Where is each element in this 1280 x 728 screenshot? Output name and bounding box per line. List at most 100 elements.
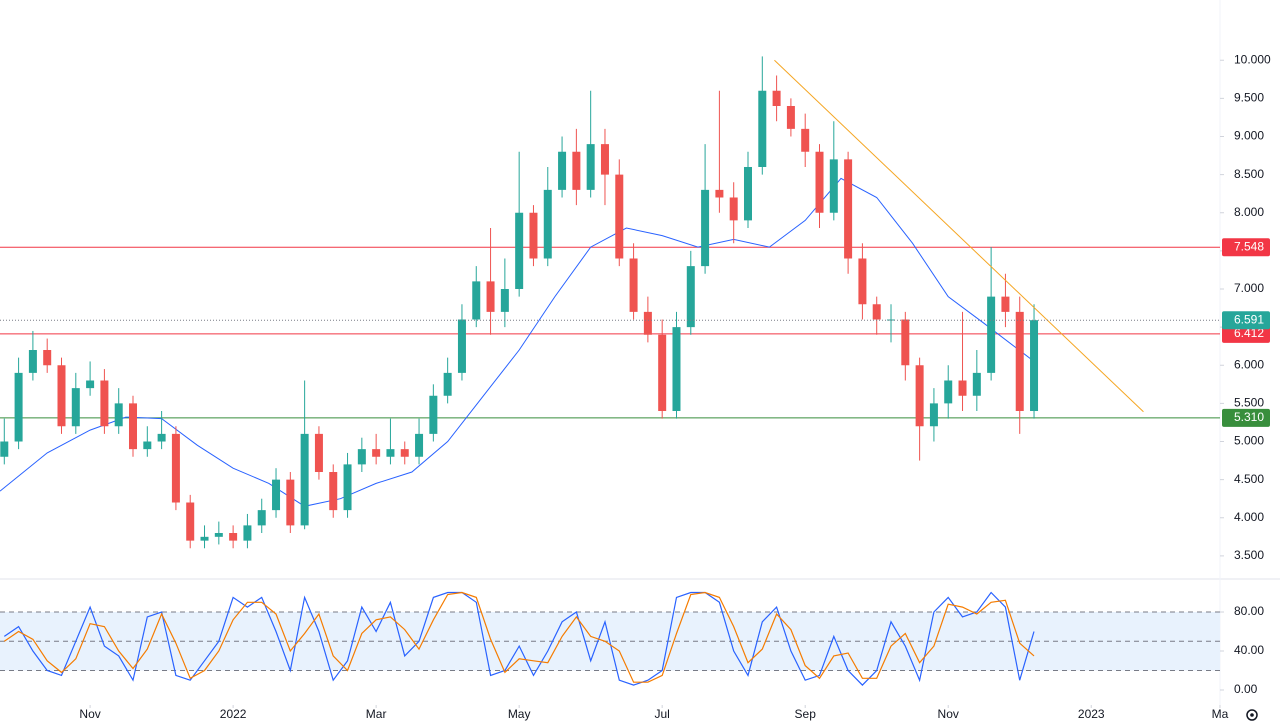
candle-body: [815, 151, 824, 213]
settings-icon-center[interactable]: [1250, 713, 1254, 717]
oscillator-y-tick-label: 40.00: [1234, 643, 1264, 657]
candle-body: [386, 449, 395, 457]
candle-body: [171, 433, 180, 503]
last-price-label: 6.591: [1234, 312, 1264, 326]
trendline: [774, 59, 1144, 413]
candle-body: [372, 449, 381, 457]
candle-body: [515, 212, 524, 289]
level-label: 5.310: [1234, 410, 1264, 424]
y-tick-label: 6.000: [1234, 357, 1264, 371]
oscillator-panel: [0, 591, 1220, 686]
candle-body: [214, 533, 223, 537]
candle-body: [457, 319, 466, 373]
candle-body: [329, 472, 338, 511]
y-tick-label: 8.000: [1234, 205, 1264, 219]
candle-body: [772, 90, 781, 106]
candle-body: [643, 311, 652, 335]
level-label: 6.412: [1234, 326, 1264, 340]
candle-body: [486, 281, 495, 312]
candle-body: [558, 151, 567, 190]
x-tick-label: May: [508, 707, 531, 721]
candle-body: [915, 365, 924, 427]
candle-body: [629, 258, 638, 312]
candle-body: [429, 395, 438, 434]
level-badge: [1222, 408, 1270, 427]
candle-body: [729, 197, 738, 221]
candle-body: [86, 380, 95, 389]
candle-body: [157, 433, 166, 442]
candle-body: [114, 403, 123, 427]
level-badge: [1222, 238, 1270, 257]
x-tick-label: Nov: [79, 707, 100, 721]
candle-body: [1001, 296, 1010, 312]
y-tick-label: 8.500: [1234, 167, 1264, 181]
candle-body: [615, 174, 624, 259]
candle-body: [801, 128, 810, 152]
candle-body: [672, 327, 681, 412]
level-label: 7.548: [1234, 239, 1264, 253]
candle-body: [286, 479, 295, 526]
candle-body: [314, 433, 323, 473]
oscillator-line: [3, 591, 1035, 686]
candle-body: [586, 144, 595, 190]
candle-body: [972, 372, 981, 396]
candle-body: [743, 166, 752, 221]
y-tick-label: 4.000: [1234, 510, 1264, 524]
x-tick-label: Sep: [795, 707, 817, 721]
x-tick-label: Nov: [938, 707, 959, 721]
moving-average: [0, 177, 1035, 507]
candle-body: [0, 441, 9, 457]
candle-body: [1030, 320, 1039, 412]
candle-body: [844, 159, 853, 259]
price-panel: [0, 56, 1220, 549]
candle-body: [443, 372, 452, 396]
candle-body: [100, 380, 109, 427]
candle-body: [929, 403, 938, 427]
candle-body: [543, 189, 552, 259]
candle-body: [415, 433, 424, 457]
x-tick-label: 2022: [220, 707, 247, 721]
x-tick-label: Jul: [655, 707, 670, 721]
candle-body: [786, 105, 795, 129]
candle-body: [129, 403, 138, 450]
candle-body: [14, 372, 23, 442]
candle-body: [200, 536, 209, 541]
candle-body: [400, 449, 409, 457]
candle-body: [343, 464, 352, 511]
oscillator-y-tick-label: 0.00: [1234, 682, 1258, 696]
candle-body: [872, 304, 881, 320]
y-tick-label: 7.000: [1234, 281, 1264, 295]
y-tick-label: 9.500: [1234, 91, 1264, 105]
candle-body: [257, 510, 266, 526]
x-tick-label: Mar: [366, 707, 387, 721]
candle-body: [186, 502, 195, 541]
candle-body: [229, 533, 238, 541]
oscillator-y-tick-label: 80.00: [1234, 604, 1264, 618]
candle-body: [272, 479, 281, 511]
candle-body: [71, 388, 80, 427]
oscillator-line: [3, 591, 1035, 683]
candle-body: [858, 258, 867, 305]
candle-body: [529, 212, 538, 259]
candle-body: [143, 441, 152, 450]
settings-button[interactable]: [1246, 709, 1258, 721]
candle-body: [57, 365, 66, 427]
candle-body: [357, 449, 366, 465]
candle-body: [43, 350, 52, 366]
level-badge: [1222, 324, 1270, 343]
last-price-badge: [1222, 311, 1270, 330]
axes: 3.5004.0004.5005.0005.5006.0006.5007.000…: [79, 52, 1271, 721]
candle-body: [944, 380, 953, 404]
candle-body: [600, 144, 609, 175]
x-tick-label: 2023: [1078, 707, 1105, 721]
candle-body: [829, 159, 838, 213]
y-tick-label: 3.500: [1234, 548, 1264, 562]
candle-body: [658, 334, 667, 412]
y-tick-label: 9.000: [1234, 129, 1264, 143]
candle-body: [500, 289, 509, 312]
settings-icon[interactable]: [1246, 709, 1258, 721]
candle-body: [958, 380, 967, 396]
y-tick-label: 5.500: [1234, 396, 1264, 410]
